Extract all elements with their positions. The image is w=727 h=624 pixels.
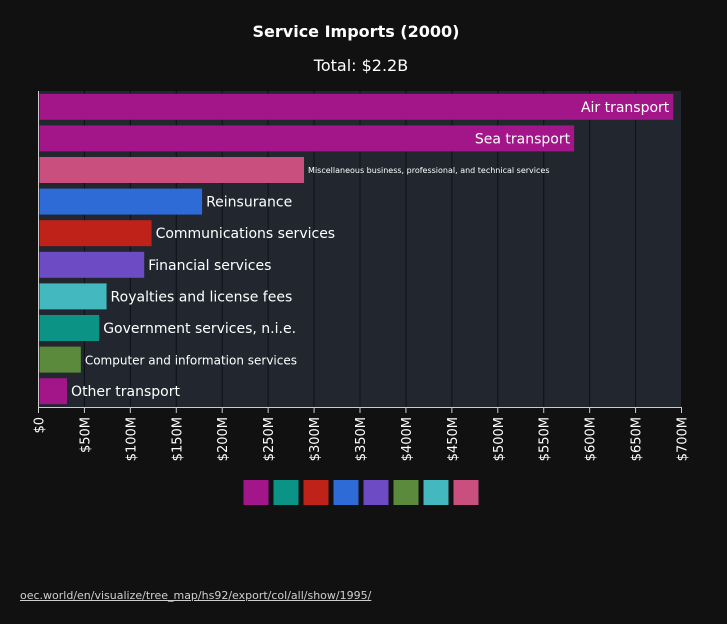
bar (39, 220, 152, 247)
x-axis-ticks: $0 $50M $100M $150M $200M $250M $300M $350M $400… (33, 408, 691, 461)
x-tick-label: $300M (308, 417, 323, 461)
legend (243, 480, 479, 505)
legend-swatch[interactable] (273, 480, 299, 505)
bar (39, 251, 145, 278)
bar (39, 188, 203, 215)
bar-label: Air transport (581, 100, 670, 116)
bar (39, 283, 107, 310)
bar-label: Sea transport (475, 131, 571, 147)
bar-label: Financial services (148, 258, 271, 274)
bar (39, 346, 81, 373)
legend-swatch[interactable] (423, 480, 449, 505)
x-tick-label: $0 (33, 417, 48, 434)
bars: Air transport Sea transport Miscellaneous … (39, 93, 674, 405)
x-tick-label: $700M (676, 417, 691, 461)
bar-label: Communications services (156, 226, 336, 242)
x-tick-label: $200M (216, 417, 231, 461)
legend-swatch[interactable] (303, 480, 329, 505)
source-link[interactable]: oec.world/en/visualize/tree_map/hs92/exp… (20, 589, 372, 602)
x-tick-label: $100M (124, 417, 139, 461)
bar (39, 157, 305, 183)
bar (39, 125, 575, 152)
legend-swatch[interactable] (393, 480, 419, 505)
legend-swatch[interactable] (333, 480, 359, 505)
bar-label: Computer and information services (85, 354, 297, 368)
x-tick-label: $50M (78, 417, 93, 453)
x-tick-label: $350M (354, 417, 369, 461)
legend-swatch[interactable] (453, 480, 479, 505)
x-tick-label: $450M (446, 417, 461, 461)
bar (39, 378, 68, 405)
x-tick-label: $150M (170, 417, 185, 461)
bar-label: Other transport (71, 384, 180, 400)
x-tick-label: $550M (538, 417, 553, 461)
bar-label: Government services, n.i.e. (103, 321, 296, 337)
chart-title: Service Imports (2000) (253, 22, 460, 41)
x-tick-label: $400M (400, 417, 415, 461)
x-tick-label: $250M (262, 417, 277, 461)
chart-subtitle: Total: $2.2B (313, 56, 408, 75)
x-tick-label: $500M (492, 417, 507, 461)
bar (39, 315, 100, 341)
bar-label: Royalties and license fees (111, 289, 293, 305)
bar (39, 93, 674, 120)
legend-swatch[interactable] (363, 480, 389, 505)
x-tick-label: $600M (584, 417, 599, 461)
bar-label: Reinsurance (206, 195, 292, 211)
legend-swatch[interactable] (243, 480, 269, 505)
x-tick-label: $650M (630, 417, 645, 461)
bar-label: Miscellaneous business, professional, an… (308, 166, 549, 175)
